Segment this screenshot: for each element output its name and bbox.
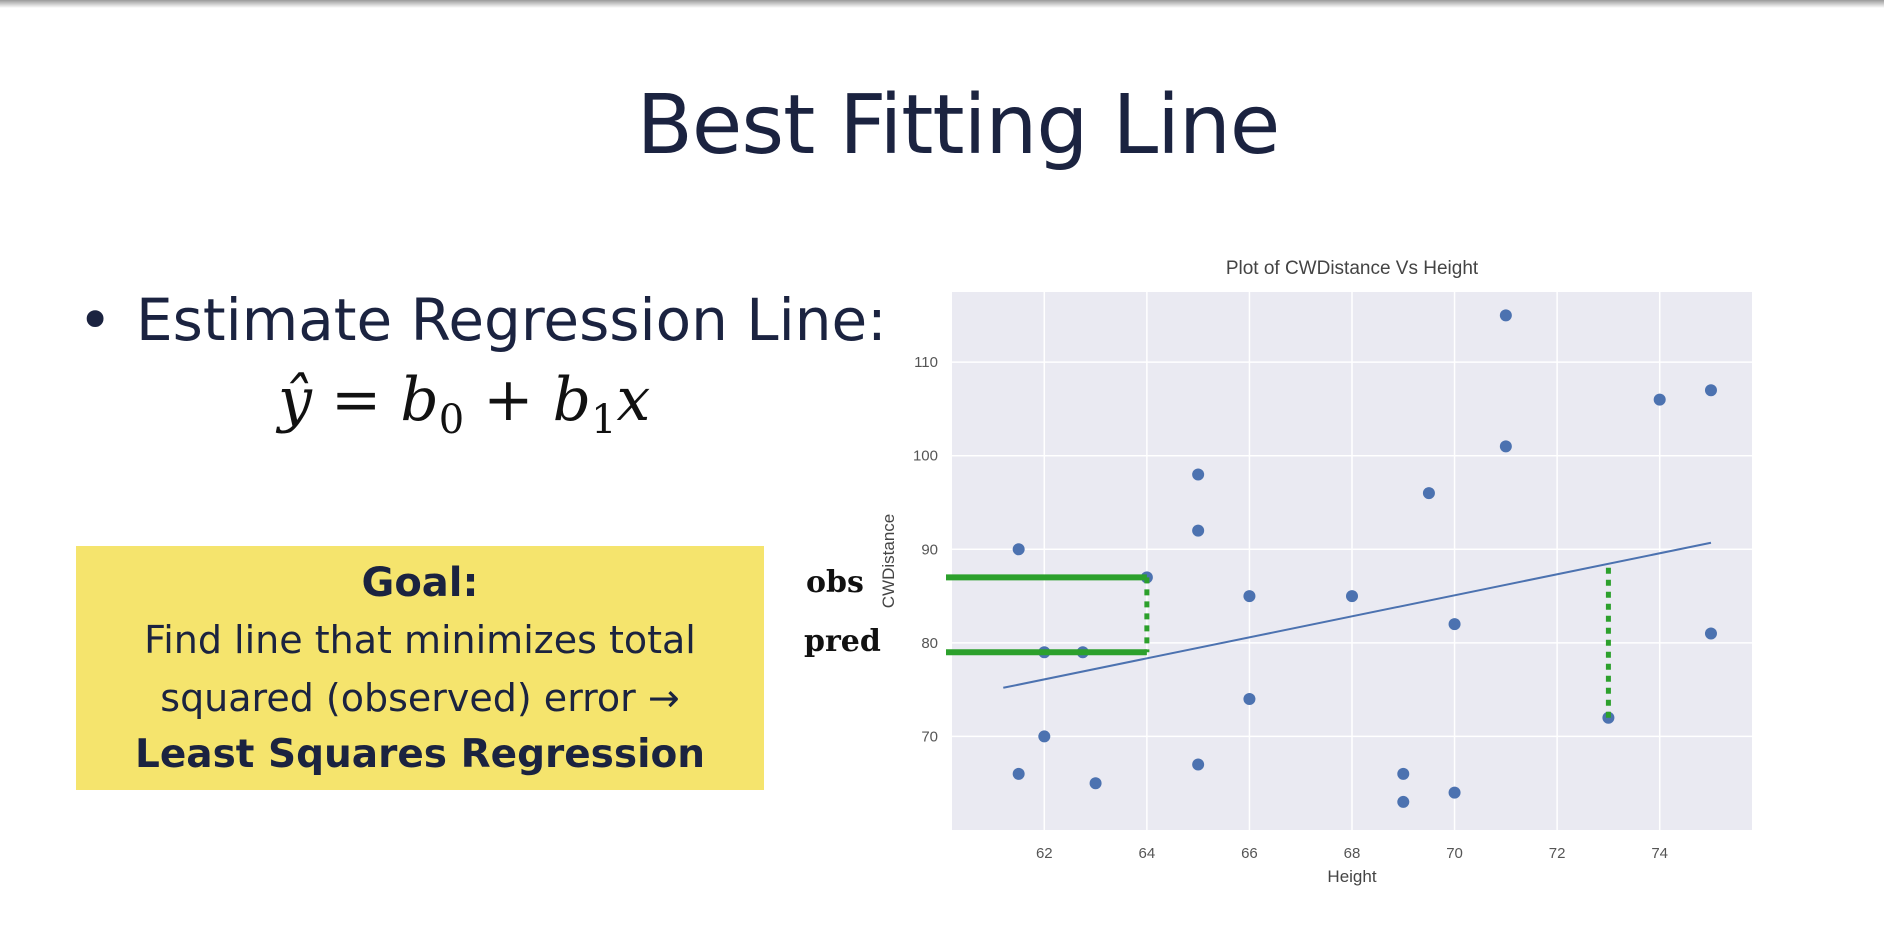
x-tick-label: 70: [1446, 845, 1463, 862]
goal-title: Goal:: [361, 560, 479, 606]
data-point: [1012, 767, 1025, 780]
slide-title: Best Fitting Line: [636, 78, 1281, 173]
goal-line-1: Find line that minimizes total: [144, 618, 696, 662]
scatter-chart: 62 64 66 68 70 72 74 70 80 90 100 110 Plot of CWDist…: [879, 258, 1752, 886]
eq-yhat: ŷ: [278, 365, 312, 435]
eq-b0-sub: 0: [438, 397, 465, 443]
data-point: [1448, 786, 1461, 799]
eq-equals: =: [330, 365, 382, 435]
goal-line-2: squared (observed) error →: [160, 676, 680, 720]
data-point: [1448, 618, 1461, 631]
eq-plus: +: [483, 365, 534, 435]
data-point: [1499, 440, 1512, 453]
eq-b1: b: [552, 365, 592, 435]
bullet-dot-icon: •: [78, 286, 113, 354]
data-point: [1653, 393, 1666, 406]
obs-label: obs: [806, 565, 864, 600]
data-point: [1499, 309, 1512, 322]
eq-b0: b: [400, 365, 439, 435]
y-tick-label: 90: [921, 541, 938, 558]
x-tick-label: 66: [1241, 845, 1258, 862]
data-point: [1192, 524, 1205, 537]
data-point: [1243, 590, 1256, 603]
data-point: [1038, 730, 1051, 743]
eq-b1-sub: 1: [591, 397, 617, 443]
top-shadow-bar: [0, 0, 1884, 8]
data-point: [1243, 693, 1256, 706]
data-point: [1704, 627, 1717, 640]
x-tick-label: 72: [1549, 845, 1566, 862]
data-point: [1397, 795, 1410, 808]
eq-x: x: [616, 365, 651, 435]
data-point: [1422, 487, 1435, 500]
data-point: [1704, 384, 1717, 397]
y-tick-label: 80: [921, 635, 938, 652]
regression-line: [1003, 541, 1712, 689]
x-tick-label: 62: [1036, 845, 1053, 862]
goal-box: Goal: Find line that minimizes total squ…: [76, 546, 764, 790]
x-tick-label: 74: [1651, 845, 1668, 862]
data-point: [1397, 767, 1410, 780]
data-point: [1346, 590, 1358, 603]
y-tick-label: 70: [921, 728, 938, 745]
data-point: [1192, 468, 1205, 481]
x-tick-label: 68: [1344, 845, 1361, 862]
x-axis-label: Height: [1327, 867, 1376, 886]
bullet-estimate-regression: • Estimate Regression Line:: [78, 286, 887, 354]
y-tick-label: 110: [914, 354, 938, 371]
data-point: [1192, 758, 1205, 771]
x-tick-label: 64: [1139, 845, 1156, 862]
pred-label: pred: [804, 624, 881, 659]
y-tick-label: 100: [913, 448, 938, 465]
regression-equation: ŷ = b0 + b1x: [278, 365, 650, 443]
chart-title: Plot of CWDistance Vs Height: [1226, 258, 1479, 279]
data-point: [1089, 777, 1102, 790]
y-axis-label: CWDistance: [879, 514, 898, 608]
goal-line-3: Least Squares Regression: [134, 732, 706, 777]
bullet-text: Estimate Regression Line:: [136, 286, 887, 354]
data-point: [1012, 543, 1025, 556]
